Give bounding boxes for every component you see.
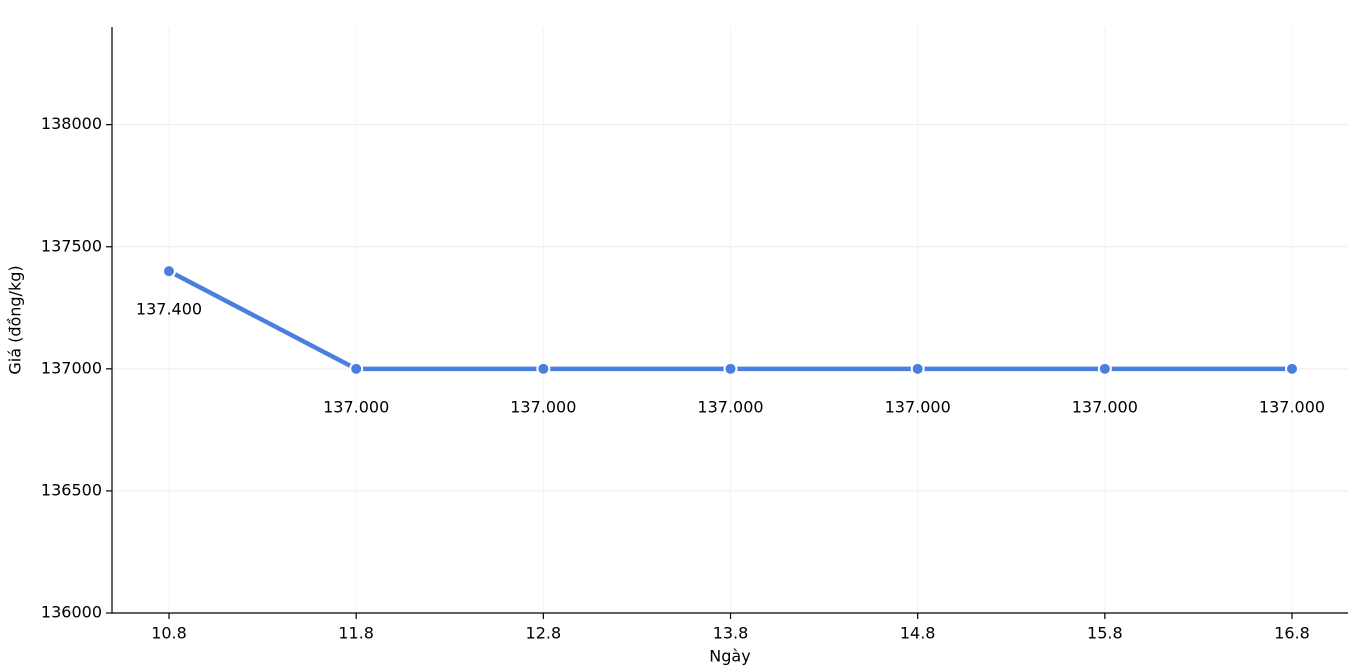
data-label: 137.000: [1259, 397, 1325, 416]
x-tick-label: 13.8: [713, 624, 749, 643]
x-tick-label: 14.8: [900, 624, 936, 643]
marker: [349, 361, 364, 376]
marker: [910, 361, 925, 376]
x-tick-label: 11.8: [338, 624, 374, 643]
data-label: 137.000: [697, 397, 763, 416]
x-axis-label: Ngày: [709, 647, 750, 666]
y-tick-label: 137500: [41, 236, 102, 255]
x-tick-label: 15.8: [1087, 624, 1123, 643]
x-tick-label: 16.8: [1274, 624, 1310, 643]
y-tick-label: 136500: [41, 480, 102, 499]
data-label: 137.400: [136, 300, 202, 319]
x-tick-label: 12.8: [526, 624, 562, 643]
marker: [536, 361, 551, 376]
data-label: 137.000: [510, 397, 576, 416]
data-label: 137.000: [885, 397, 951, 416]
data-label: 137.000: [323, 397, 389, 416]
y-axis-label: Giá (đồng/kg): [6, 265, 25, 374]
x-tick-label: 10.8: [151, 624, 187, 643]
marker: [1285, 361, 1300, 376]
y-tick-label: 137000: [41, 358, 102, 377]
y-tick-label: 138000: [41, 114, 102, 133]
marker: [723, 361, 738, 376]
y-tick-label: 136000: [41, 603, 102, 622]
marker: [162, 264, 176, 279]
marker: [1097, 361, 1112, 376]
data-label: 137.000: [1072, 397, 1138, 416]
